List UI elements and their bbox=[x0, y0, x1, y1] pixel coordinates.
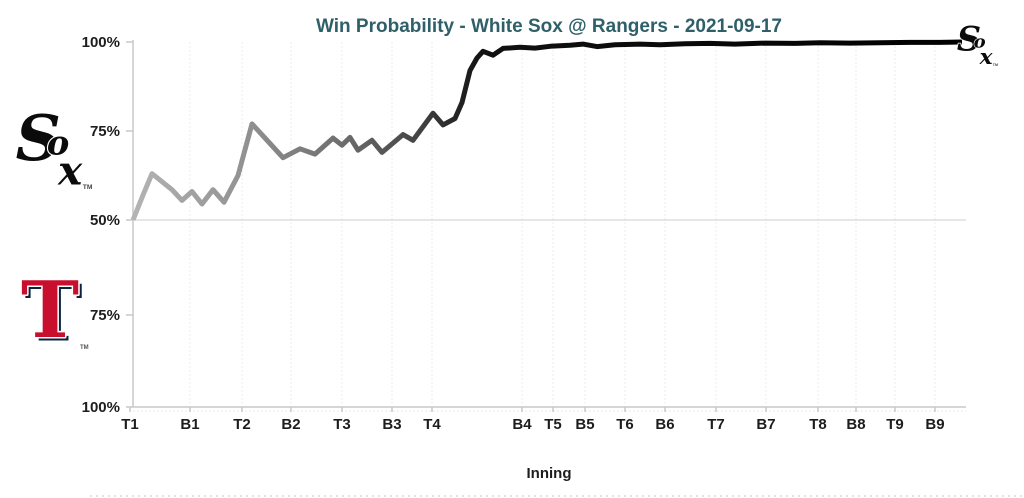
tick-marks bbox=[126, 41, 936, 412]
y-tick-label: 100% bbox=[82, 34, 120, 51]
x-tick-label: T8 bbox=[809, 416, 827, 433]
x-tick-label: T9 bbox=[886, 416, 904, 433]
y-tick-label: 50% bbox=[90, 212, 120, 229]
x-tick-label: B5 bbox=[575, 416, 594, 433]
x-tick-label: B1 bbox=[180, 416, 199, 433]
x-tick-label: T7 bbox=[707, 416, 725, 433]
x-axis-labels: T1 B1 T2 B2 T3 B3 T4 B4 T5 B5 T6 B6 T7 B7 T8 B8 T9 B9 bbox=[121, 416, 944, 433]
x-axis-title: Inning bbox=[527, 465, 572, 482]
x-tick-label: B2 bbox=[281, 416, 300, 433]
x-tick-label: B7 bbox=[756, 416, 775, 433]
x-tick-label: T3 bbox=[333, 416, 351, 433]
x-tick-label: T5 bbox=[544, 416, 562, 433]
y-tick-label: 100% bbox=[82, 399, 120, 416]
x-tick-label: T4 bbox=[423, 416, 441, 433]
x-tick-label: B8 bbox=[846, 416, 865, 433]
x-tick-label: T2 bbox=[233, 416, 251, 433]
y-axis-labels: 100% 75% 50% 75% 100% bbox=[82, 34, 120, 416]
win-probability-line bbox=[130, 39, 963, 221]
x-tick-label: B9 bbox=[925, 416, 944, 433]
x-tick-label: T1 bbox=[121, 416, 139, 433]
x-tick-label: T6 bbox=[616, 416, 634, 433]
white-sox-logo bbox=[14, 99, 95, 196]
x-tick-label: B4 bbox=[512, 416, 532, 433]
axis-lines bbox=[132, 40, 966, 412]
y-tick-label: 75% bbox=[90, 123, 120, 140]
rangers-logo bbox=[19, 263, 91, 361]
vertical-gridlines bbox=[189, 42, 936, 407]
chart-title: Win Probability - White Sox @ Rangers - … bbox=[316, 16, 782, 37]
y-tick-label: 75% bbox=[90, 307, 120, 324]
white-sox-end-of-line-logo bbox=[956, 17, 999, 71]
x-tick-label: B6 bbox=[655, 416, 674, 433]
x-tick-label: B3 bbox=[382, 416, 401, 433]
